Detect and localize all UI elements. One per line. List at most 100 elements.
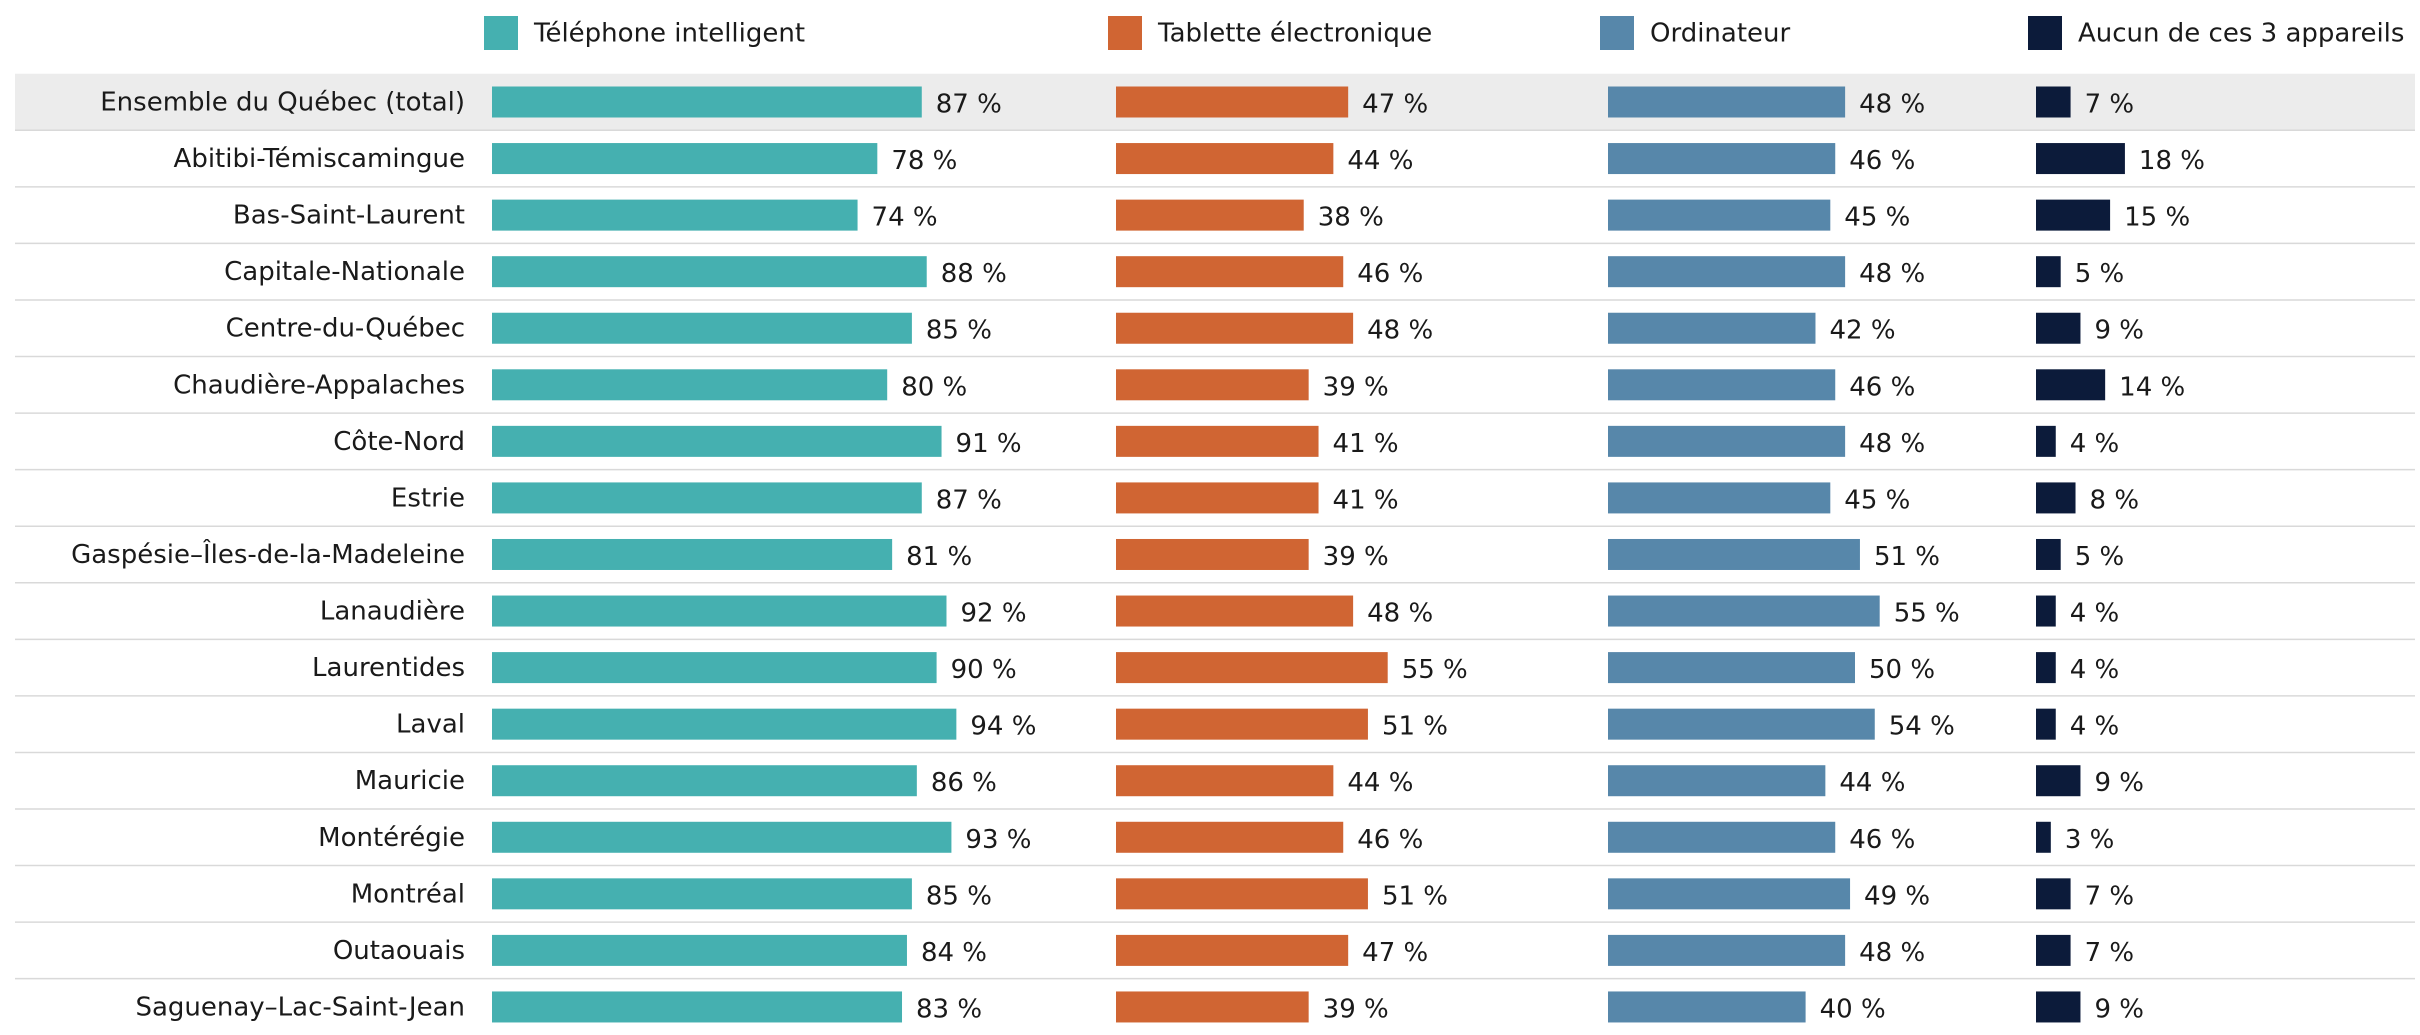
legend-swatch	[484, 16, 518, 50]
bar	[1608, 143, 1836, 175]
bar	[1608, 652, 1855, 684]
bar	[2036, 765, 2081, 797]
legend-swatch	[1600, 16, 1634, 50]
value-label: 87 %	[936, 90, 1002, 120]
bar	[492, 312, 912, 344]
category-label: Abitibi-Témiscamingue	[174, 144, 465, 174]
bar	[2036, 369, 2106, 401]
value-label: 51 %	[1382, 881, 1448, 911]
value-label: 49 %	[1864, 881, 1930, 911]
bar	[1608, 878, 1851, 910]
bar	[2036, 143, 2125, 175]
bar	[2036, 425, 2056, 457]
value-label: 54 %	[1889, 712, 1955, 742]
bar	[1608, 595, 1880, 627]
value-label: 44 %	[1347, 768, 1413, 798]
value-label: 39 %	[1323, 372, 1389, 402]
value-label: 46 %	[1849, 372, 1915, 402]
bar	[1608, 425, 1846, 457]
value-label: 81 %	[906, 542, 972, 572]
bar	[492, 595, 947, 627]
bar	[1116, 86, 1349, 118]
value-label: 44 %	[1839, 768, 1905, 798]
bar	[1116, 652, 1388, 684]
value-label: 39 %	[1323, 994, 1389, 1024]
category-label: Mauricie	[355, 766, 465, 796]
value-label: 51 %	[1382, 712, 1448, 742]
legend-label: Téléphone intelligent	[533, 19, 805, 49]
value-label: 45 %	[1844, 485, 1910, 515]
value-label: 15 %	[2124, 203, 2190, 233]
bar	[1116, 821, 1344, 853]
value-label: 47 %	[1362, 90, 1428, 120]
bar	[2036, 652, 2056, 684]
value-label: 9 %	[2094, 768, 2144, 798]
bar	[2036, 256, 2061, 288]
bar	[1116, 369, 1309, 401]
bar	[2036, 991, 2081, 1023]
value-label: 9 %	[2094, 994, 2144, 1024]
value-label: 80 %	[901, 372, 967, 402]
value-label: 7 %	[2085, 90, 2135, 120]
bar	[1116, 256, 1344, 288]
bar	[492, 482, 922, 514]
value-label: 4 %	[2070, 429, 2120, 459]
value-label: 48 %	[1859, 90, 1925, 120]
bar	[1116, 538, 1309, 570]
legend-label: Ordinateur	[1650, 19, 1791, 49]
category-label: Gaspésie–Îles-de-la-Madeleine	[71, 538, 465, 570]
value-label: 94 %	[970, 712, 1036, 742]
value-label: 4 %	[2070, 712, 2120, 742]
category-label: Estrie	[391, 483, 465, 513]
bar	[492, 991, 903, 1023]
bar	[2036, 595, 2056, 627]
value-label: 55 %	[1894, 599, 1960, 629]
bar	[492, 425, 942, 457]
value-label: 84 %	[921, 938, 987, 968]
value-label: 5 %	[2075, 259, 2125, 289]
bar	[492, 143, 878, 175]
legend-swatch	[1108, 16, 1142, 50]
value-label: 48 %	[1859, 259, 1925, 289]
bar	[1116, 482, 1319, 514]
bar	[492, 821, 952, 853]
bar	[1116, 143, 1334, 175]
category-label: Côte-Nord	[333, 427, 465, 457]
value-label: 7 %	[2085, 881, 2135, 911]
bar	[1608, 934, 1846, 966]
bar	[492, 199, 858, 231]
value-label: 87 %	[936, 485, 1002, 515]
category-label: Centre-du-Québec	[226, 314, 465, 344]
bar	[1608, 369, 1836, 401]
value-label: 8 %	[2090, 485, 2140, 515]
bar	[492, 86, 922, 118]
value-label: 9 %	[2094, 316, 2144, 346]
category-label: Ensemble du Québec (total)	[100, 88, 465, 118]
bar	[2036, 821, 2051, 853]
value-label: 46 %	[1849, 146, 1915, 176]
bar	[1608, 312, 1816, 344]
value-label: 85 %	[926, 316, 992, 346]
value-label: 50 %	[1869, 655, 1935, 685]
bar	[492, 369, 888, 401]
bar	[2036, 86, 2071, 118]
legend-label: Tablette électronique	[1157, 19, 1432, 49]
value-label: 88 %	[941, 259, 1007, 289]
category-label: Saguenay–Lac-Saint-Jean	[135, 992, 465, 1022]
bar	[1608, 256, 1846, 288]
bar	[1608, 538, 1860, 570]
bar	[1116, 312, 1354, 344]
value-label: 7 %	[2085, 938, 2135, 968]
bar	[2036, 878, 2071, 910]
bar	[1608, 765, 1826, 797]
value-label: 93 %	[965, 825, 1031, 855]
value-label: 90 %	[951, 655, 1017, 685]
bar	[1116, 934, 1349, 966]
value-label: 74 %	[872, 203, 938, 233]
value-label: 45 %	[1844, 203, 1910, 233]
bar	[2036, 934, 2071, 966]
value-label: 46 %	[1357, 259, 1423, 289]
bar	[1116, 991, 1309, 1023]
category-label: Capitale-Nationale	[224, 257, 465, 287]
